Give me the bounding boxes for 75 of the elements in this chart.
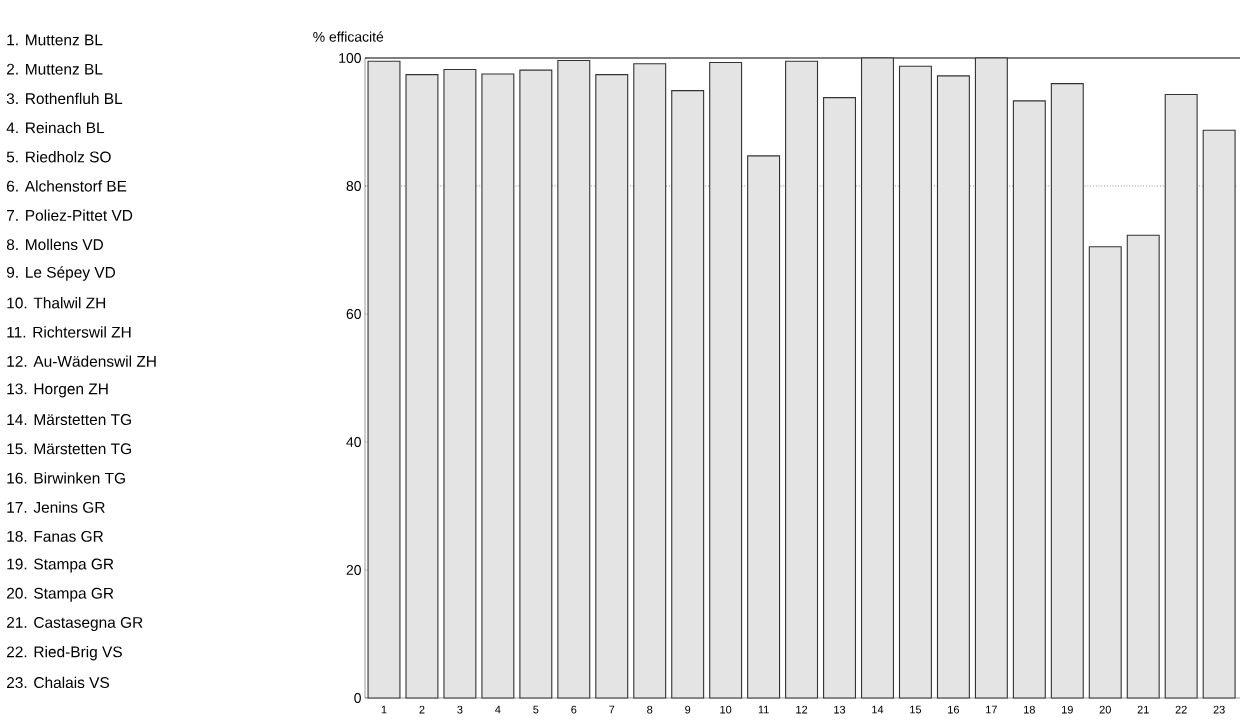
y-tick-label: 40 [346, 437, 361, 447]
text: 20. Stampa GR [6, 587, 114, 602]
x-tick-label: 16 [948, 705, 960, 714]
y-axis-title: % efficacité [313, 31, 384, 42]
text: 5. Riedholz SO [6, 151, 111, 163]
x-tick-label: 7 [609, 705, 615, 714]
x-tick-label: 9 [685, 705, 691, 714]
text: 1. Muttenz BL [7, 34, 103, 46]
bar [1012, 100, 1046, 699]
y-tick-label: 60 [346, 309, 361, 319]
bar [823, 97, 857, 699]
bar [481, 73, 515, 699]
x-tick-label: 2 [419, 705, 425, 714]
x-tick-label: 22 [1175, 705, 1187, 714]
bar [1088, 246, 1122, 699]
text: 18. Fanas GR [7, 530, 104, 542]
text: 14. Märstetten TG [7, 414, 131, 426]
text: 6. Alchenstorf BE [6, 180, 127, 192]
bar [898, 65, 932, 699]
text: 10. Thalwil ZH [7, 297, 106, 309]
text: 23. Chalais VS [6, 676, 110, 689]
bar [519, 69, 553, 699]
text: 4. Reinach BL [6, 121, 105, 134]
x-tick-label: 10 [720, 705, 732, 714]
x-tick-label: 15 [910, 705, 922, 714]
x-tick-label: 3 [457, 705, 463, 714]
bar [1126, 234, 1160, 699]
text: 12. Au-Wädenswil ZH [7, 355, 156, 367]
bar [557, 59, 591, 699]
bar [405, 74, 439, 699]
text: 19. Stampa GR [7, 558, 114, 573]
text: 2. Muttenz BL [6, 63, 103, 75]
text: 13. Horgen ZH [7, 383, 108, 398]
y-tick-label: 20 [346, 565, 361, 575]
text: 9. Le Sépey VD [6, 266, 116, 281]
bar [860, 57, 894, 699]
x-tick-label: 4 [495, 705, 501, 714]
x-tick-label: 6 [571, 705, 577, 714]
text: 11. Richterswil ZH [7, 326, 131, 338]
text: 17. Jenins GR [7, 501, 105, 513]
x-tick-label: 18 [1024, 705, 1035, 714]
x-tick-label: 14 [872, 705, 884, 714]
text: 3. Rothenfluh BL [6, 92, 123, 105]
text: 22. Ried-Brig VS [6, 645, 122, 661]
text: 21. Castasegna GR [6, 616, 143, 631]
bar [1202, 129, 1236, 699]
text: 8. Mollens VD [6, 238, 103, 251]
x-tick-label: 12 [796, 705, 808, 714]
text: 7. Poliez-Pittet VD [7, 209, 133, 221]
x-tick-label: 21 [1137, 705, 1149, 714]
bar [974, 57, 1008, 699]
bar [671, 90, 705, 699]
bar [595, 74, 629, 699]
x-tick-label: 11 [758, 705, 769, 714]
bar [443, 68, 477, 699]
y-tick-label: 100 [339, 53, 361, 63]
bar [1050, 83, 1084, 699]
text: 16. Birwinken TG [7, 472, 125, 484]
x-tick-label: 20 [1099, 705, 1111, 714]
bar [1164, 93, 1198, 699]
bar [633, 63, 667, 699]
bar [747, 155, 781, 699]
bar [785, 60, 819, 699]
bar [709, 61, 743, 699]
x-tick-label: 8 [647, 705, 653, 714]
text: 15. Märstetten TG [7, 443, 131, 455]
x-tick-label: 13 [834, 705, 846, 714]
x-tick-label: 1 [381, 705, 387, 714]
x-tick-label: 19 [1062, 705, 1073, 714]
x-tick-label: 17 [986, 705, 997, 714]
y-tick-label: 0 [354, 693, 361, 703]
x-tick-label: 23 [1213, 705, 1225, 714]
y-tick-label: 80 [346, 181, 361, 191]
bar [936, 75, 970, 699]
x-tick-label: 5 [533, 705, 539, 714]
